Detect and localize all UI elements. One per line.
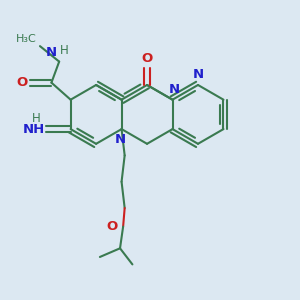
Text: NH: NH xyxy=(23,123,45,136)
Text: N: N xyxy=(192,68,204,81)
Text: H: H xyxy=(60,44,69,57)
Text: N: N xyxy=(115,134,126,146)
Text: H₃C: H₃C xyxy=(16,34,37,44)
Text: N: N xyxy=(169,83,180,96)
Text: O: O xyxy=(106,220,118,233)
Text: O: O xyxy=(141,52,153,65)
Text: N: N xyxy=(46,46,57,59)
Text: H: H xyxy=(32,112,41,125)
Text: O: O xyxy=(17,76,28,89)
